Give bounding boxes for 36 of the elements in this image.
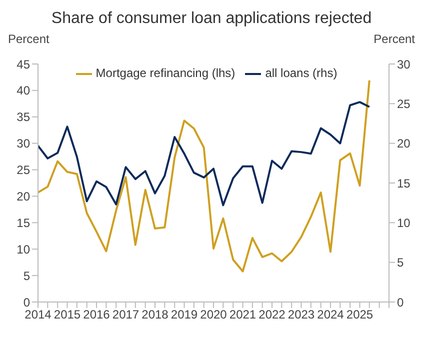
x-tick-label: 2025 xyxy=(346,308,374,322)
y-tick-label: 15 xyxy=(16,216,30,230)
y-tick-label: 40 xyxy=(16,84,30,98)
y-tick-label: 30 xyxy=(16,136,30,151)
y2-tick-label: 25 xyxy=(397,96,411,111)
y-tick-label: 20 xyxy=(16,189,30,204)
chart-title: Share of consumer loan applications rejected xyxy=(50,9,373,29)
x-tick-label: 2023 xyxy=(288,308,315,322)
y-tick-label: 0 xyxy=(23,295,30,310)
line-series xyxy=(38,79,370,272)
y2-tick-label: 20 xyxy=(397,136,411,151)
x-tick-label: 2016 xyxy=(83,308,110,322)
legend-label: all loans (rhs) xyxy=(265,66,338,80)
x-tick-label: 2020 xyxy=(200,308,228,322)
y-tick-label: 10 xyxy=(16,242,30,256)
y-tick-label: 35 xyxy=(16,110,30,124)
line-series xyxy=(38,101,370,206)
x-tick-label: 2017 xyxy=(112,308,140,322)
x-tick-label: 2024 xyxy=(317,308,344,322)
y2-tick-label: 0 xyxy=(397,295,404,310)
y-tick-label: 45 xyxy=(16,57,30,72)
x-tick-label: 2018 xyxy=(142,308,169,322)
y-axis-title: Percent xyxy=(8,32,50,46)
x-tick-label: 2015 xyxy=(54,308,81,322)
y2-tick-label: 5 xyxy=(397,256,404,270)
x-tick-label: 2022 xyxy=(258,308,286,322)
y2-tick-label: 10 xyxy=(397,216,411,230)
x-tick-label: 2021 xyxy=(229,308,256,322)
y-tick-label: 25 xyxy=(16,163,30,178)
x-tick-label: 2014 xyxy=(24,308,52,322)
y2-tick-label: 15 xyxy=(397,176,411,190)
legend-label: Mortgage refinancing (lhs) xyxy=(96,66,236,80)
x-tick-label: 2019 xyxy=(170,308,198,322)
y2-axis-title: Percent xyxy=(374,32,415,46)
y2-tick-label: 30 xyxy=(397,57,411,72)
y-tick-label: 5 xyxy=(23,268,30,283)
